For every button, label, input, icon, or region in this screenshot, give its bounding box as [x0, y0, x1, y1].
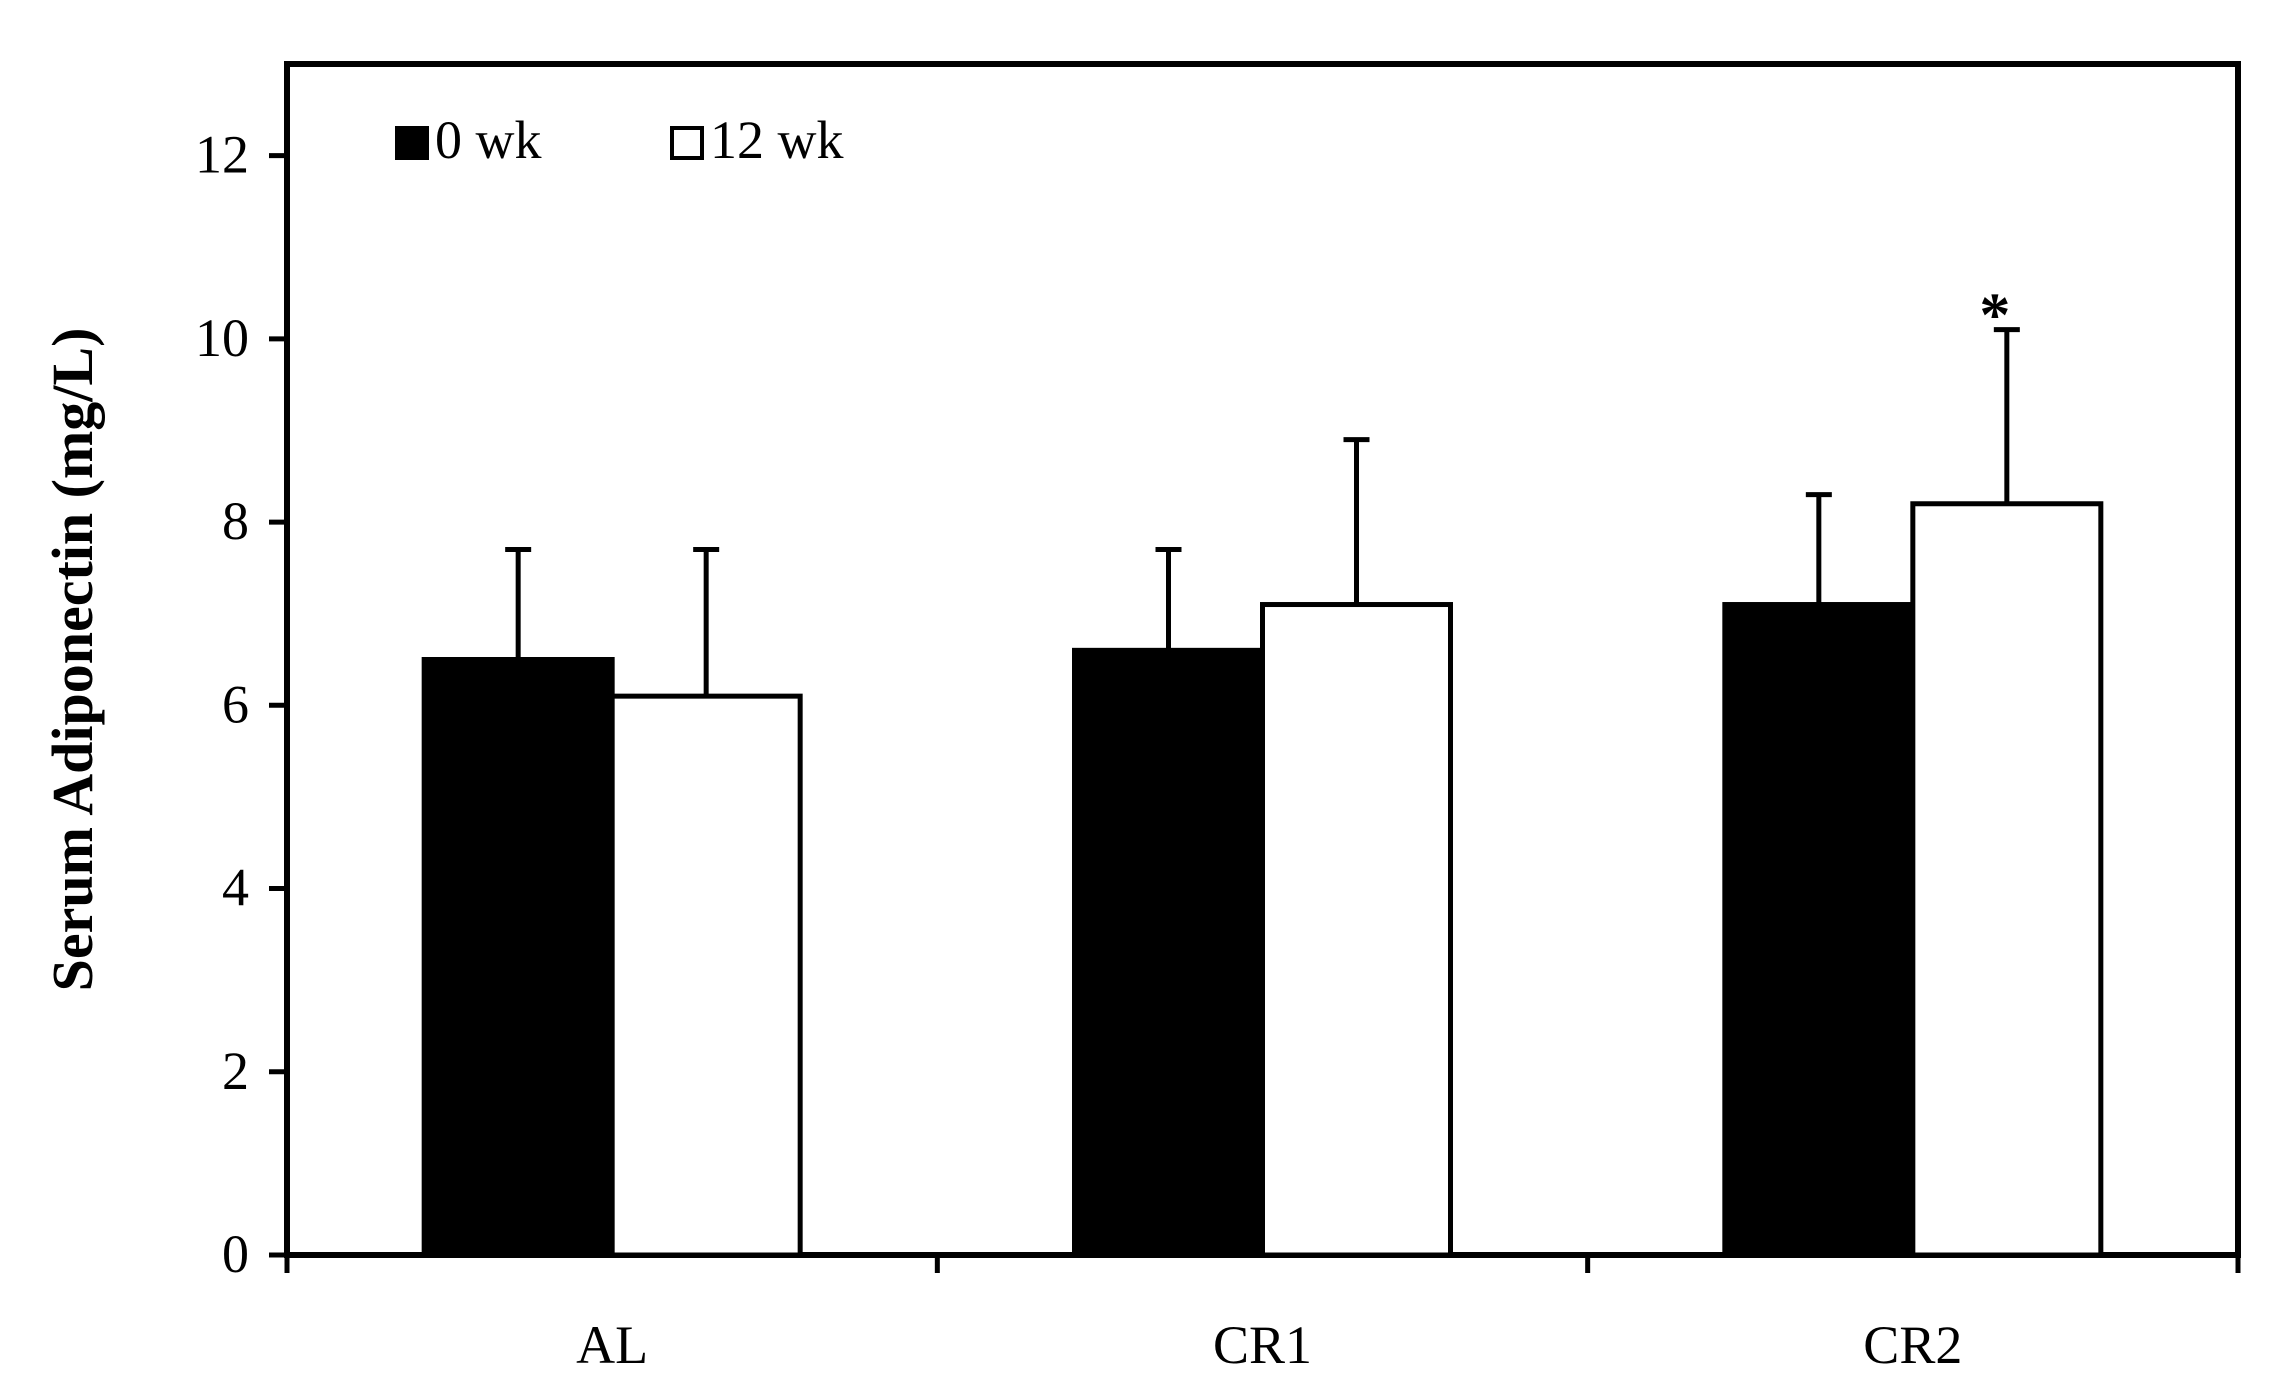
significance-marker: * [1979, 282, 2010, 350]
x-tick-label: CR1 [1213, 1315, 1312, 1375]
bar-cr1-12wk [1260, 602, 1453, 1258]
legend-label: 12 wk [710, 110, 844, 170]
y-tick-label: 12 [195, 125, 249, 185]
legend-swatch-0wk [395, 126, 429, 160]
legend-swatch-12wk [670, 126, 704, 160]
bar-al-12wk [609, 693, 803, 1258]
bar-al-0wk [421, 657, 615, 1258]
bar-cr2-0wk [1722, 602, 1916, 1258]
x-tick-label: AL [576, 1315, 648, 1375]
y-tick-label: 10 [195, 308, 249, 368]
y-tick-label: 8 [222, 491, 249, 551]
y-tick-label: 0 [222, 1224, 249, 1284]
x-tick-label: CR2 [1863, 1315, 1962, 1375]
y-tick-label: 6 [222, 674, 249, 734]
y-axis-label: Serum Adiponectin (mg/L) [40, 328, 105, 992]
legend-label: 0 wk [435, 110, 542, 170]
y-tick-label: 2 [222, 1041, 249, 1101]
bar-cr1-0wk [1072, 647, 1265, 1258]
y-tick-label: 4 [222, 858, 249, 918]
bar-cr2-12wk [1910, 501, 2104, 1258]
